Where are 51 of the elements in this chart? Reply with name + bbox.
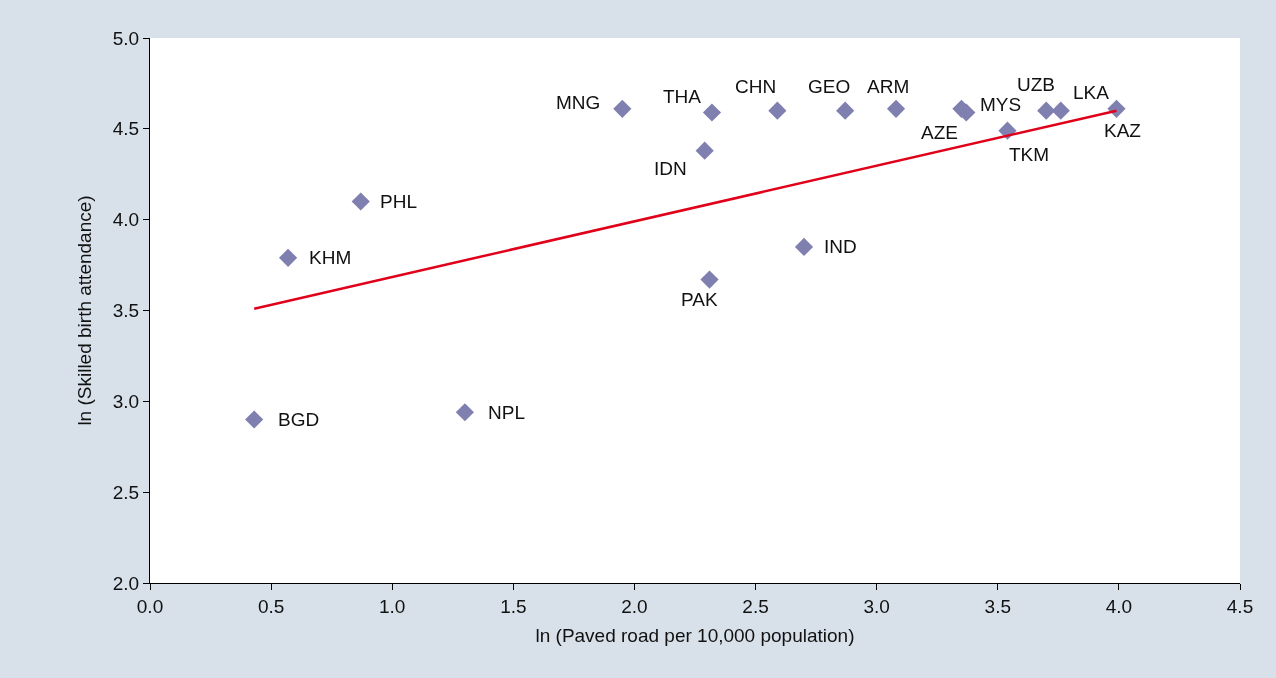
x-axis-title: ln (Paved road per 10,000 population): [535, 624, 855, 646]
x-tick-label: 3.0: [863, 595, 890, 617]
annotation: MYS: [980, 94, 1022, 115]
point: [613, 99, 632, 118]
annotation: PHL: [380, 191, 417, 212]
annotation: MNG: [556, 92, 601, 113]
y-tick-label: 5.0: [112, 27, 140, 49]
x-tick-label: 2.5: [742, 595, 769, 617]
point: [836, 101, 855, 120]
annotation: LKA: [1073, 82, 1110, 103]
y-tick-label: 2.5: [112, 481, 140, 503]
annotation: CHN: [735, 76, 777, 97]
x-tick-label: 0.5: [257, 595, 285, 617]
annotation: NPL: [488, 402, 525, 423]
annotation: THA: [663, 86, 702, 107]
annotation: UZB: [1017, 74, 1055, 95]
annotation: IDN: [654, 158, 687, 179]
x-tick-label: 4.5: [1226, 595, 1254, 617]
point: [794, 237, 814, 257]
x-tick-label: 4.0: [1105, 595, 1133, 617]
y-tick-label: 3.0: [112, 390, 140, 412]
annotation: BGD: [278, 409, 320, 430]
x-tick-label: 3.5: [984, 595, 1011, 617]
point: [768, 101, 787, 120]
annotation: PAK: [681, 289, 718, 310]
x-tick-label: 0.0: [136, 595, 164, 617]
point: [886, 99, 906, 118]
point: [351, 192, 370, 211]
annotation: AZE: [921, 122, 958, 143]
point: [1037, 101, 1056, 120]
x-tick-label: 1.5: [500, 595, 527, 617]
x-tick-label: 1.0: [379, 595, 406, 617]
point: [455, 403, 474, 422]
annotation: KHM: [309, 247, 352, 268]
point: [1051, 101, 1070, 120]
annotation: GEO: [808, 76, 851, 97]
annotation: KAZ: [1104, 120, 1142, 141]
y-tick-label: 3.5: [112, 300, 140, 322]
point: [278, 248, 298, 267]
point: [695, 141, 714, 160]
annotation: IND: [824, 236, 857, 257]
x-tick-label: 2.0: [621, 595, 648, 617]
annotation: ARM: [867, 76, 910, 97]
point: [700, 270, 719, 289]
point: [245, 410, 264, 429]
annotation: TKM: [1009, 144, 1050, 165]
point: [702, 103, 722, 122]
y-tick-label: 2.0: [112, 572, 140, 594]
y-axis-title: ln (Skilled birth attendance): [73, 195, 95, 426]
y-tick-label: 4.0: [112, 209, 140, 231]
y-tick-label: 4.5: [112, 118, 140, 140]
